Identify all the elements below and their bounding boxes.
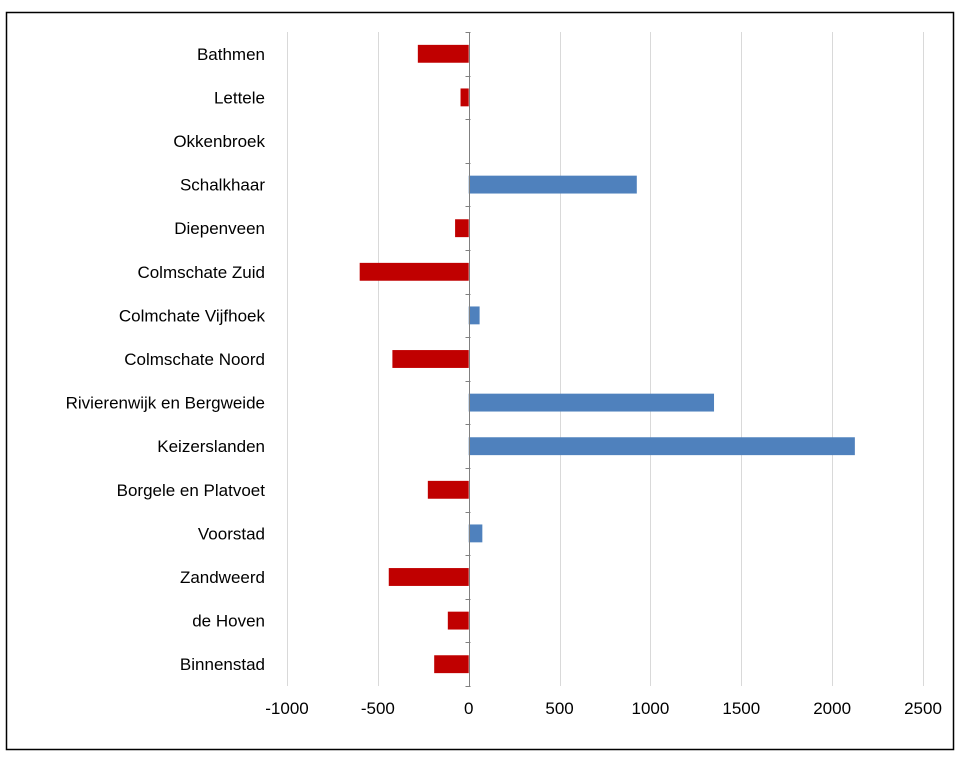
bar: [468, 437, 855, 456]
bar: [359, 262, 469, 281]
bar: [392, 350, 469, 368]
bars: [359, 44, 855, 674]
x-tick-label: -1000: [265, 699, 308, 718]
category-label: Colmschate Zuid: [137, 263, 265, 282]
category-label: Zandweerd: [180, 568, 265, 587]
category-label: Colmchate Vijfhoek: [119, 306, 266, 325]
tick-labels: -1000 -500 0 500 1000 1500 2000 2500: [265, 699, 942, 718]
category-label: Keizerslanden: [157, 437, 265, 456]
bar: [417, 44, 469, 63]
bar: [468, 175, 637, 194]
x-tick-label: -500: [361, 699, 395, 718]
bar: [468, 524, 483, 543]
bar: [455, 219, 469, 238]
category-label: de Hoven: [192, 612, 265, 631]
x-tick-label: 500: [545, 699, 573, 718]
plot-border: [5, 11, 955, 751]
category-label: Colmschate Noord: [124, 350, 265, 369]
bar: [447, 611, 469, 630]
grid-lines: [287, 32, 924, 686]
category-label: Voorstad: [198, 524, 265, 543]
bar: [460, 88, 469, 107]
bar: [468, 393, 715, 412]
x-tick-label: 2500: [904, 699, 942, 718]
category-label: Diepenveen: [174, 219, 265, 238]
category-label: Binnenstad: [180, 655, 265, 674]
category-label: Borgele en Platvoet: [117, 481, 266, 500]
value-axis: [465, 32, 471, 687]
category-label: Okkenbroek: [173, 132, 265, 151]
title-mask: [0, 0, 960, 11]
x-tick-label: 1000: [632, 699, 670, 718]
bar: [468, 306, 480, 325]
category-label: Rivierenwijk en Bergweide: [66, 394, 265, 413]
x-tick-label: 2000: [813, 699, 851, 718]
bar: [388, 568, 469, 586]
bar: [434, 655, 469, 674]
category-label: Schalkhaar: [180, 176, 265, 195]
x-tick-label: 0: [464, 699, 473, 718]
x-tick-label: 1500: [722, 699, 760, 718]
category-label: Lettele: [214, 88, 265, 107]
category-label: Bathmen: [197, 45, 265, 64]
bar: [427, 480, 469, 499]
category-labels: Bathmen Lettele Okkenbroek Schalkhaar Diepen…: [66, 45, 266, 674]
